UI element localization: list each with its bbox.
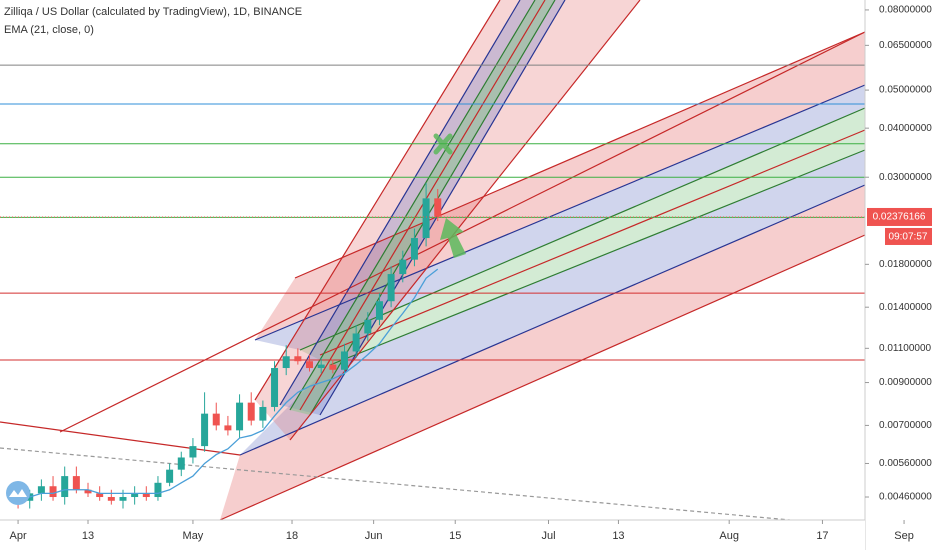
candle-body [177, 457, 185, 470]
candle-body [399, 259, 407, 275]
candle-body [306, 361, 314, 369]
channel-zone [300, 108, 865, 365]
channel-line [219, 234, 866, 521]
candle-body [119, 497, 127, 501]
candle-body [422, 198, 430, 239]
x-tick-label: Sep [894, 530, 914, 542]
candle-body [317, 364, 325, 369]
y-tick-label: 0.00460000 [879, 492, 932, 503]
chart-title: Zilliqa / US Dollar (calculated by Tradi… [4, 6, 302, 18]
candle-body [352, 333, 360, 352]
candle-body [236, 402, 244, 431]
channel-line [254, 0, 501, 401]
candle-body [37, 486, 45, 494]
x-tick-label: 17 [816, 530, 828, 542]
price-axis [865, 0, 932, 550]
x-tick-label: Aug [719, 530, 739, 542]
channel-line [289, 0, 536, 411]
price-badge [867, 207, 932, 226]
candle-body [154, 482, 162, 498]
trend-line [0, 447, 791, 521]
candle-body [84, 489, 92, 494]
y-tick-label: 0.01100000 [879, 343, 932, 354]
candle-body [434, 198, 442, 217]
y-tick-label: 0.03000000 [879, 172, 932, 183]
candle-body [189, 446, 197, 458]
candle-body [247, 402, 255, 421]
candle-body [201, 413, 209, 447]
x-tick-label: Jun [365, 530, 383, 542]
candle-body [72, 476, 80, 490]
candle-body [142, 493, 150, 498]
y-tick-label: 0.00700000 [879, 420, 932, 431]
drawings [0, 0, 866, 521]
x-tick-label: Apr [10, 530, 27, 542]
candle-body [375, 301, 383, 320]
logo [6, 481, 30, 505]
candle-body [387, 274, 395, 302]
channel-line [279, 0, 521, 406]
candle-body [271, 368, 279, 407]
channel-zone [240, 150, 865, 455]
channel-line [289, 0, 641, 441]
candle-body [340, 351, 348, 370]
x-tick-label: 13 [612, 530, 624, 542]
candle-body [364, 319, 372, 334]
y-tick-label: 0.01400000 [879, 302, 932, 313]
series [0, 64, 865, 509]
candle-body [294, 356, 302, 362]
y-tick-label: 0.01800000 [879, 259, 932, 270]
channel-line [329, 149, 866, 366]
time-axis [0, 520, 865, 550]
x-tick-label: May [183, 530, 204, 542]
channel-zone [220, 185, 865, 520]
x-tick-label: 13 [82, 530, 94, 542]
candle-body [410, 238, 418, 260]
ema-line [18, 268, 439, 498]
x-tick-label: 15 [449, 530, 461, 542]
candle-body [131, 493, 139, 498]
candle-body [212, 413, 220, 426]
y-tick-label: 0.04000000 [879, 123, 932, 134]
x-tick-label: Jul [541, 530, 555, 542]
annotation-arrow [440, 218, 466, 258]
channel-zone [255, 32, 865, 340]
candle-body [107, 497, 115, 501]
countdown-badge [885, 227, 932, 245]
channel-line [239, 184, 866, 456]
y-tick-label: 0.05000000 [879, 85, 932, 96]
channel-line [319, 129, 866, 356]
price-badge-label: 0.02376166 [873, 212, 926, 223]
channel-lines [0, 0, 866, 521]
countdown-label: 09:07:57 [889, 232, 928, 243]
candle-body [96, 493, 104, 498]
channel-line [319, 0, 566, 416]
channel-line [299, 0, 546, 411]
y-tick-label: 0.08000000 [879, 5, 932, 16]
x-tick-label: 18 [286, 530, 298, 542]
channel-line [294, 31, 866, 279]
y-tick-label: 0.00560000 [879, 458, 932, 469]
candle-body [61, 476, 69, 498]
y-tick-label: 0.00900000 [879, 377, 932, 388]
axes: 0.08000000 0.06500000 0.05000000 0.04000000… [10, 5, 932, 542]
y-tick-label: 0.06500000 [879, 40, 932, 51]
candle-body [329, 364, 337, 370]
indicator-label: EMA (21, close, 0) [4, 24, 94, 36]
candle-body [259, 406, 267, 421]
channel-line [309, 0, 556, 416]
candle-body [49, 486, 57, 498]
candle-body [166, 469, 174, 483]
candle-body [282, 356, 290, 369]
candle-body [224, 425, 232, 431]
channel-line [0, 421, 241, 456]
